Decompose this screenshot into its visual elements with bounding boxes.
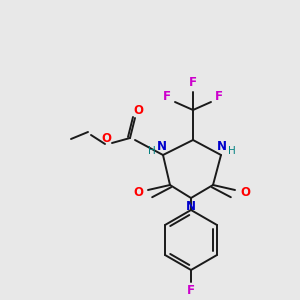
- Text: O: O: [133, 103, 143, 116]
- Text: N: N: [157, 140, 167, 152]
- Text: F: F: [187, 284, 195, 298]
- Text: F: F: [215, 89, 223, 103]
- Text: N: N: [186, 200, 196, 214]
- Text: O: O: [133, 185, 143, 199]
- Text: F: F: [189, 76, 197, 89]
- Text: H: H: [228, 146, 236, 156]
- Text: O: O: [240, 185, 250, 199]
- Text: F: F: [163, 89, 171, 103]
- Text: H: H: [148, 146, 156, 156]
- Text: O: O: [101, 131, 111, 145]
- Text: N: N: [217, 140, 227, 152]
